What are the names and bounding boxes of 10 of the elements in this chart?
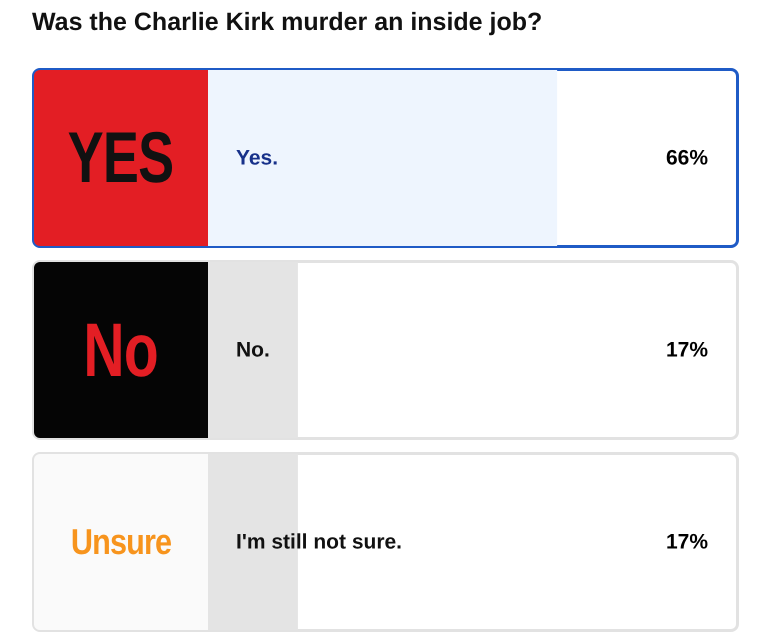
chart-title: Was the Charlie Kirk murder an inside job? xyxy=(32,8,542,37)
y-tick-label: I'm still not sure. xyxy=(236,530,402,554)
sign-picture: Unsure xyxy=(34,454,208,630)
sign-picture: YES xyxy=(34,70,208,246)
data-label: 17% xyxy=(666,338,708,362)
data-label: 66% xyxy=(666,146,708,170)
data-label: 17% xyxy=(666,530,708,554)
sign-picture: No xyxy=(34,262,208,438)
y-tick-label: No. xyxy=(236,338,270,362)
y-tick-label: Yes. xyxy=(236,146,278,170)
